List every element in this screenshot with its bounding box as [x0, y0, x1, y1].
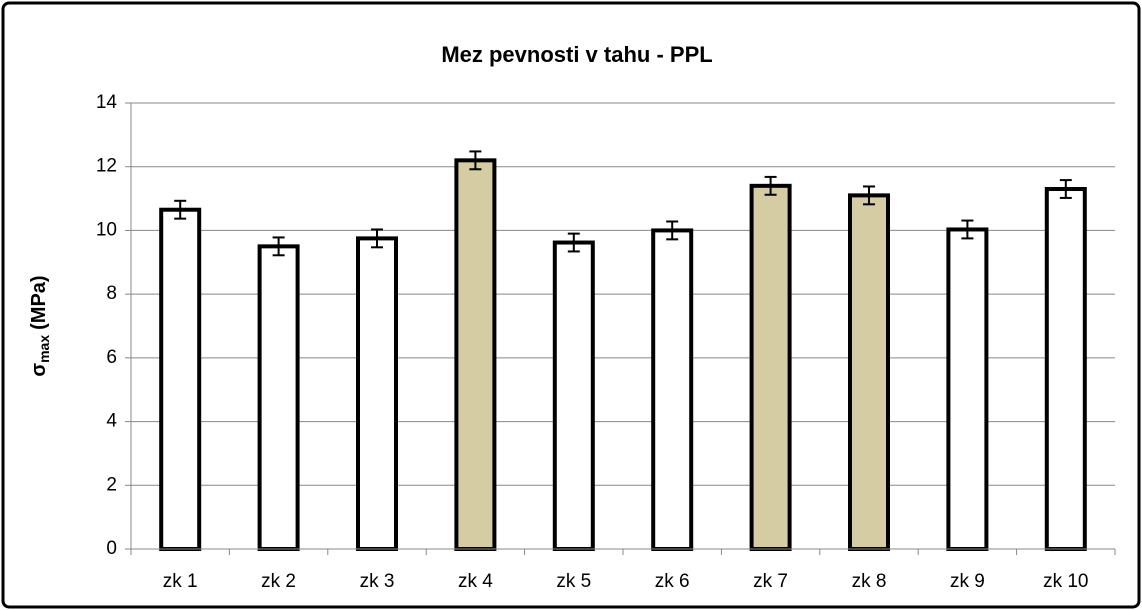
- x-tick-label: zk 9: [950, 571, 985, 592]
- error-bar: [961, 219, 974, 240]
- y-label-subscript: max: [36, 335, 52, 363]
- y-tick-label: 6: [106, 347, 117, 368]
- bar: [946, 227, 989, 551]
- error-bar: [174, 199, 187, 220]
- x-tick-label: zk 5: [556, 571, 591, 592]
- y-tick-label: 8: [106, 283, 117, 304]
- bar: [356, 236, 398, 551]
- y-tick-label: 4: [106, 411, 117, 432]
- bar: [159, 207, 202, 551]
- bar: [1044, 187, 1087, 551]
- y-tick-label: 2: [106, 474, 117, 495]
- error-bar: [469, 150, 482, 171]
- bar: [454, 158, 497, 551]
- x-tick-label: zk 6: [655, 571, 690, 592]
- y-tick-label: 12: [96, 156, 117, 177]
- error-bar: [567, 232, 580, 253]
- error-bar: [863, 185, 875, 206]
- error-bar: [272, 236, 285, 257]
- y-tick-label: 14: [96, 92, 118, 113]
- bar: [257, 244, 300, 551]
- bar: [552, 240, 595, 552]
- chart-title: Mez pevnosti v tahu - PPL: [441, 42, 712, 67]
- error-bar: [666, 220, 679, 241]
- bar: [749, 183, 792, 551]
- error-bar: [371, 228, 383, 249]
- x-tick-label: zk 7: [753, 571, 788, 592]
- x-tick-label: zk 1: [163, 571, 198, 592]
- y-label-unit: (MPa): [28, 275, 50, 329]
- y-label-symbol: σ: [28, 363, 50, 377]
- x-tick-label: zk 8: [852, 571, 887, 592]
- bar: [651, 228, 694, 552]
- error-bar: [1059, 179, 1072, 199]
- y-tick-label: 10: [96, 219, 117, 240]
- y-tick-label: 0: [106, 538, 117, 559]
- y-axis-label: σmax (MPa): [28, 275, 51, 376]
- x-tick-label: zk 10: [1043, 571, 1088, 592]
- x-tick-label: zk 4: [458, 571, 493, 592]
- bar: [848, 193, 890, 551]
- error-bar: [764, 175, 777, 196]
- x-tick-label: zk 3: [360, 571, 395, 592]
- x-tick-label: zk 2: [261, 571, 296, 592]
